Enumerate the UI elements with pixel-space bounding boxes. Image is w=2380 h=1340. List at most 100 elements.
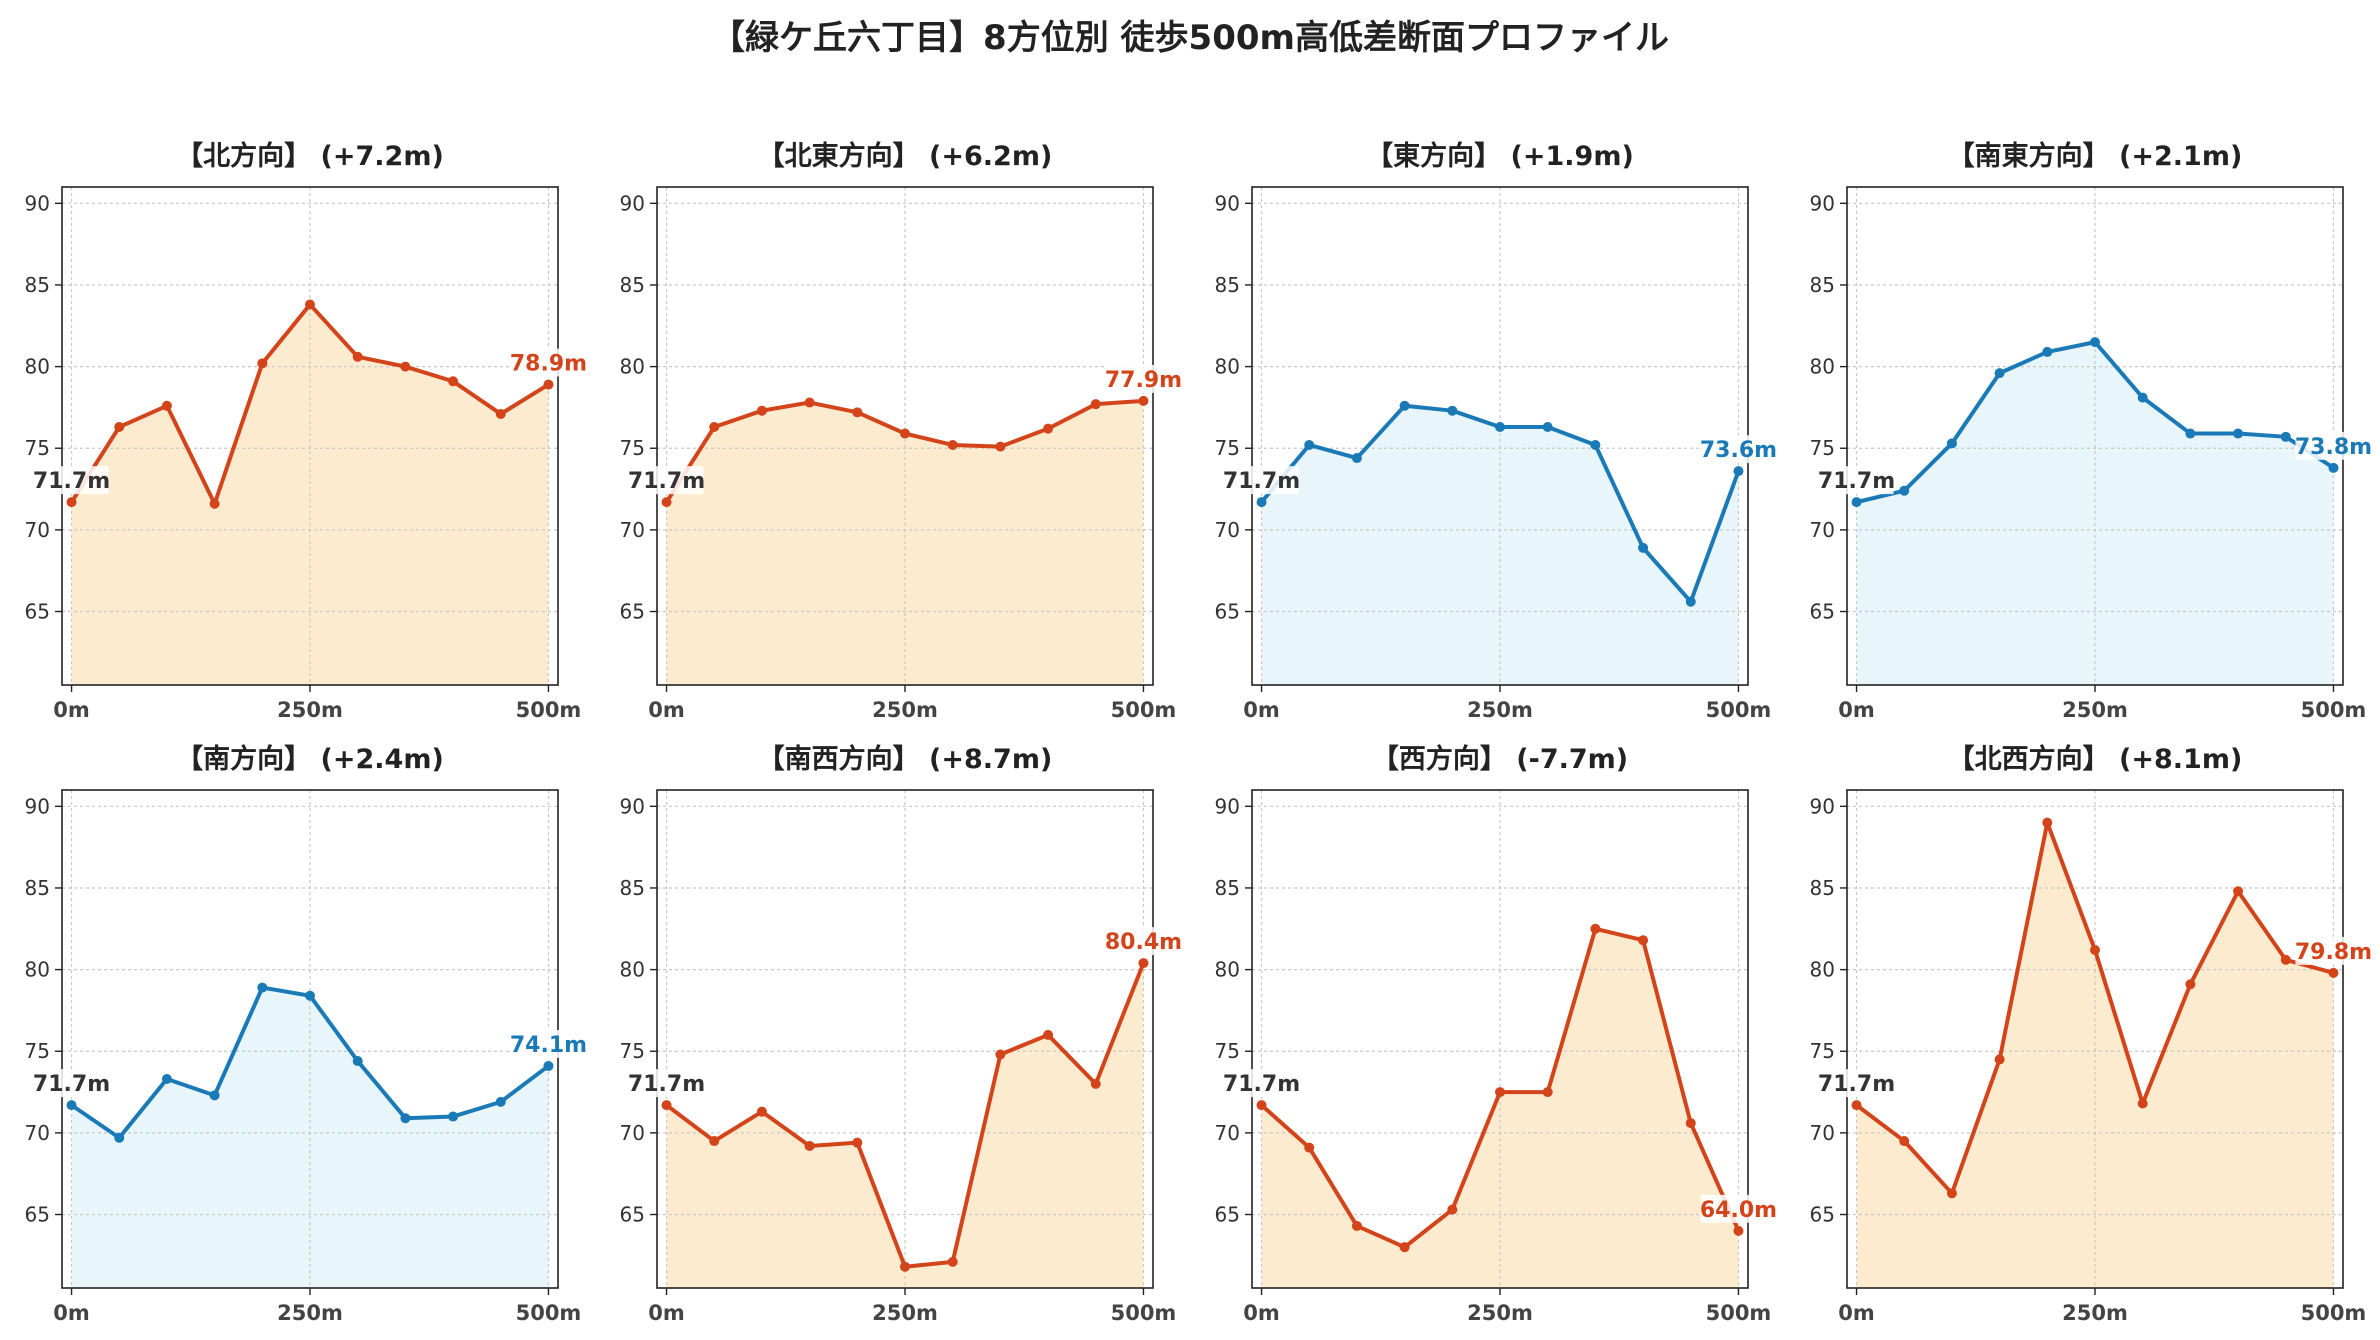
y-tick-label: 85 <box>1215 876 1240 900</box>
data-point <box>1256 497 1267 508</box>
y-tick-label: 85 <box>1810 876 1835 900</box>
data-point <box>1138 395 1149 406</box>
area-fill <box>666 963 1144 1288</box>
y-tick-label: 75 <box>25 436 50 460</box>
x-tick-label: 500m <box>2301 698 2367 722</box>
data-point <box>1994 368 2005 379</box>
y-tick-label: 75 <box>1215 1039 1240 1063</box>
data-point <box>2233 886 2244 897</box>
start-label-bg <box>34 1069 109 1098</box>
data-point <box>756 405 767 416</box>
data-point <box>305 990 315 1001</box>
x-tick-label: 0m <box>648 1301 685 1325</box>
data-point <box>2328 462 2339 473</box>
subplot-title: 【北方向】 (+7.2m) <box>176 140 444 172</box>
data-point <box>257 358 268 369</box>
data-point <box>209 498 220 509</box>
subplot-6: 【西方向】 (-7.7m) 65 70 75 80 85 90 0m 250m 500m 71.7m… <box>1215 743 1778 1325</box>
y-tick-label: 90 <box>25 794 50 818</box>
data-point <box>1733 1225 1744 1236</box>
data-point <box>2280 954 2291 965</box>
start-label-bg <box>1224 466 1299 495</box>
y-tick-label: 80 <box>620 958 645 982</box>
data-point <box>1542 1087 1553 1098</box>
y-tick-label: 70 <box>1810 518 1835 542</box>
subplot-2: 【東方向】 (+1.9m) 65 70 75 80 85 90 0m 250m 500m 71.7m… <box>1215 140 1778 722</box>
start-elevation-label: 71.7m <box>628 1072 705 1097</box>
figure-title: 【緑ケ丘六丁目】8方位別 徒歩500m高低差断面プロファイル <box>711 18 1669 58</box>
y-tick-label: 80 <box>25 958 50 982</box>
data-point <box>495 408 506 419</box>
x-tick-label: 500m <box>516 1301 582 1325</box>
end-label-bg <box>1105 364 1182 393</box>
data-point <box>852 407 863 418</box>
data-point <box>66 1100 77 1111</box>
data-point <box>352 1056 363 1067</box>
x-tick-label: 500m <box>2301 1301 2367 1325</box>
x-tick-label: 250m <box>2062 698 2128 722</box>
data-point <box>1304 1142 1315 1153</box>
start-label-bg <box>629 1069 704 1098</box>
data-point <box>1304 439 1315 450</box>
subplot-7: 【北西方向】 (+8.1m) 65 70 75 80 85 90 0m 250m 500m 71.7… <box>1810 743 2373 1325</box>
subplot-5: 【南西方向】 (+8.7m) 65 70 75 80 85 90 0m 250m 500m 71.7… <box>620 743 1183 1325</box>
data-point <box>2233 428 2244 439</box>
data-point <box>1899 1136 1910 1147</box>
end-elevation-label: 73.6m <box>1700 438 1777 463</box>
data-point <box>1638 935 1649 946</box>
subplot-0: 【北方向】 (+7.2m) 65 70 75 80 85 90 0m 250m 500m 71.7m… <box>25 140 588 722</box>
area-fill <box>71 987 549 1288</box>
x-tick-label: 250m <box>872 1301 938 1325</box>
data-point <box>1946 1188 1957 1199</box>
end-label-bg <box>510 348 587 377</box>
end-label-bg <box>1700 1194 1777 1223</box>
y-tick-label: 80 <box>1810 958 1835 982</box>
data-point <box>804 397 815 408</box>
data-point <box>1542 422 1553 433</box>
y-tick-label: 65 <box>1215 600 1240 624</box>
end-label-bg <box>2295 431 2372 460</box>
y-tick-label: 80 <box>1215 958 1240 982</box>
data-point <box>900 1261 910 1272</box>
start-elevation-label: 71.7m <box>33 469 110 494</box>
data-point <box>1685 1118 1696 1129</box>
data-point <box>257 982 268 993</box>
start-label-bg <box>629 466 704 495</box>
y-tick-label: 85 <box>25 876 50 900</box>
start-label-bg <box>34 466 109 495</box>
data-point <box>543 1060 554 1071</box>
x-tick-label: 0m <box>1838 1301 1875 1325</box>
data-point <box>2137 1098 2148 1109</box>
subplot-4: 【南方向】 (+2.4m) 65 70 75 80 85 90 0m 250m 500m 71.7m… <box>25 743 588 1325</box>
data-point <box>1090 1078 1101 1089</box>
y-tick-label: 90 <box>620 191 645 215</box>
y-tick-label: 65 <box>25 600 50 624</box>
y-tick-label: 75 <box>25 1039 50 1063</box>
data-point <box>2328 967 2339 978</box>
y-tick-label: 65 <box>620 600 645 624</box>
y-tick-label: 90 <box>1215 794 1240 818</box>
y-tick-label: 85 <box>1810 273 1835 297</box>
y-tick-label: 80 <box>620 355 645 379</box>
y-tick-label: 65 <box>1215 1203 1240 1227</box>
data-point <box>1090 399 1101 410</box>
end-elevation-label: 79.8m <box>2295 940 2372 965</box>
data-point <box>804 1140 815 1151</box>
data-point <box>1351 453 1362 464</box>
start-elevation-label: 71.7m <box>1818 469 1895 494</box>
y-tick-label: 90 <box>1215 191 1240 215</box>
subplot-title: 【南方向】 (+2.4m) <box>176 743 444 775</box>
end-elevation-label: 80.4m <box>1105 930 1182 955</box>
start-elevation-label: 71.7m <box>1818 1072 1895 1097</box>
y-tick-label: 85 <box>620 273 645 297</box>
data-point <box>1899 485 1910 496</box>
y-tick-label: 70 <box>1215 518 1240 542</box>
x-tick-label: 500m <box>1706 1301 1772 1325</box>
x-tick-label: 0m <box>1243 698 1280 722</box>
y-tick-label: 85 <box>25 273 50 297</box>
data-point <box>709 422 720 433</box>
data-point <box>1733 466 1744 477</box>
data-point <box>1590 439 1601 450</box>
x-tick-label: 250m <box>277 1301 343 1325</box>
data-point <box>2185 428 2196 439</box>
